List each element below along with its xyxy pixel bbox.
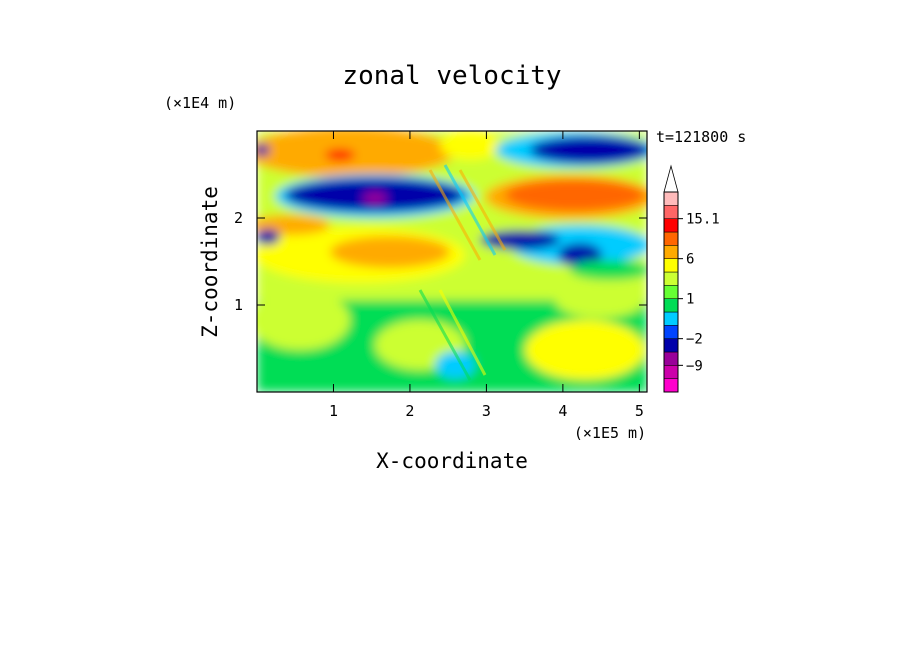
field-patch [325,149,355,161]
colorbar-segment [663,205,679,219]
field-patch [257,131,455,177]
colorbar-frame [663,191,679,393]
colorbar-segment [663,245,679,259]
y-axis-label: Z-coordinate [198,186,222,338]
colorbar-label: 6 [686,252,694,268]
colorbar-segment [663,378,679,393]
colorbar-segment [663,258,679,273]
colorbar-segment [663,338,679,353]
colorbar-segment [663,298,679,313]
colorbar-label: −2 [686,332,703,348]
x-ticks: 1 2 3 4 5 [329,131,644,420]
x-tick-label: 5 [635,402,644,420]
colorbar-segment [663,271,679,286]
field-patch [505,179,645,211]
colorbar: 15.1 6 1 −2 −9 [663,164,720,393]
field-patch [257,215,330,235]
y-ticks: 12 [234,209,647,314]
y-multiplier-label: (×1E4 m) [164,94,236,112]
colorbar-segment [663,231,679,246]
colorbar-label: −9 [686,358,703,374]
colorbar-segment [663,325,679,339]
colorbar-extend-triangle [663,164,679,193]
colorbar-segment [663,351,679,366]
field-patch [440,131,500,160]
chart-title: zonal velocity [342,61,561,91]
field-patch [257,144,270,156]
x-tick-label: 2 [405,402,414,420]
colorbar-label: 1 [686,292,694,308]
x-tick-label: 1 [329,402,338,420]
time-label: t=121800 s [656,128,746,146]
colorbar-segment [663,365,679,379]
field-patch [257,229,280,245]
y-tick-label: 2 [234,209,243,227]
field-patch [570,260,647,280]
field-patch [480,230,560,250]
colorbar-segment [663,191,679,206]
field-patch [330,236,450,268]
x-tick-label: 4 [558,402,567,420]
colorbar-segment [663,311,679,326]
colorbar-segment [663,285,679,299]
field-patch [558,243,602,267]
plot-frame [256,130,648,393]
field-patch [530,136,647,164]
velocity-field [257,131,647,392]
field-patch [257,290,350,350]
y-tick-label: 1 [234,296,243,314]
field-patch [525,320,645,380]
x-multiplier-label: (×1E5 m) [574,424,646,442]
x-axis-label: X-coordinate [376,449,528,473]
colorbar-segment [663,218,679,233]
x-tick-label: 3 [482,402,491,420]
field-patch [363,192,387,204]
field-patch [290,361,370,389]
wave-pattern [418,164,507,381]
colorbar-label: 15.1 [686,212,720,228]
field-patch [555,282,645,318]
